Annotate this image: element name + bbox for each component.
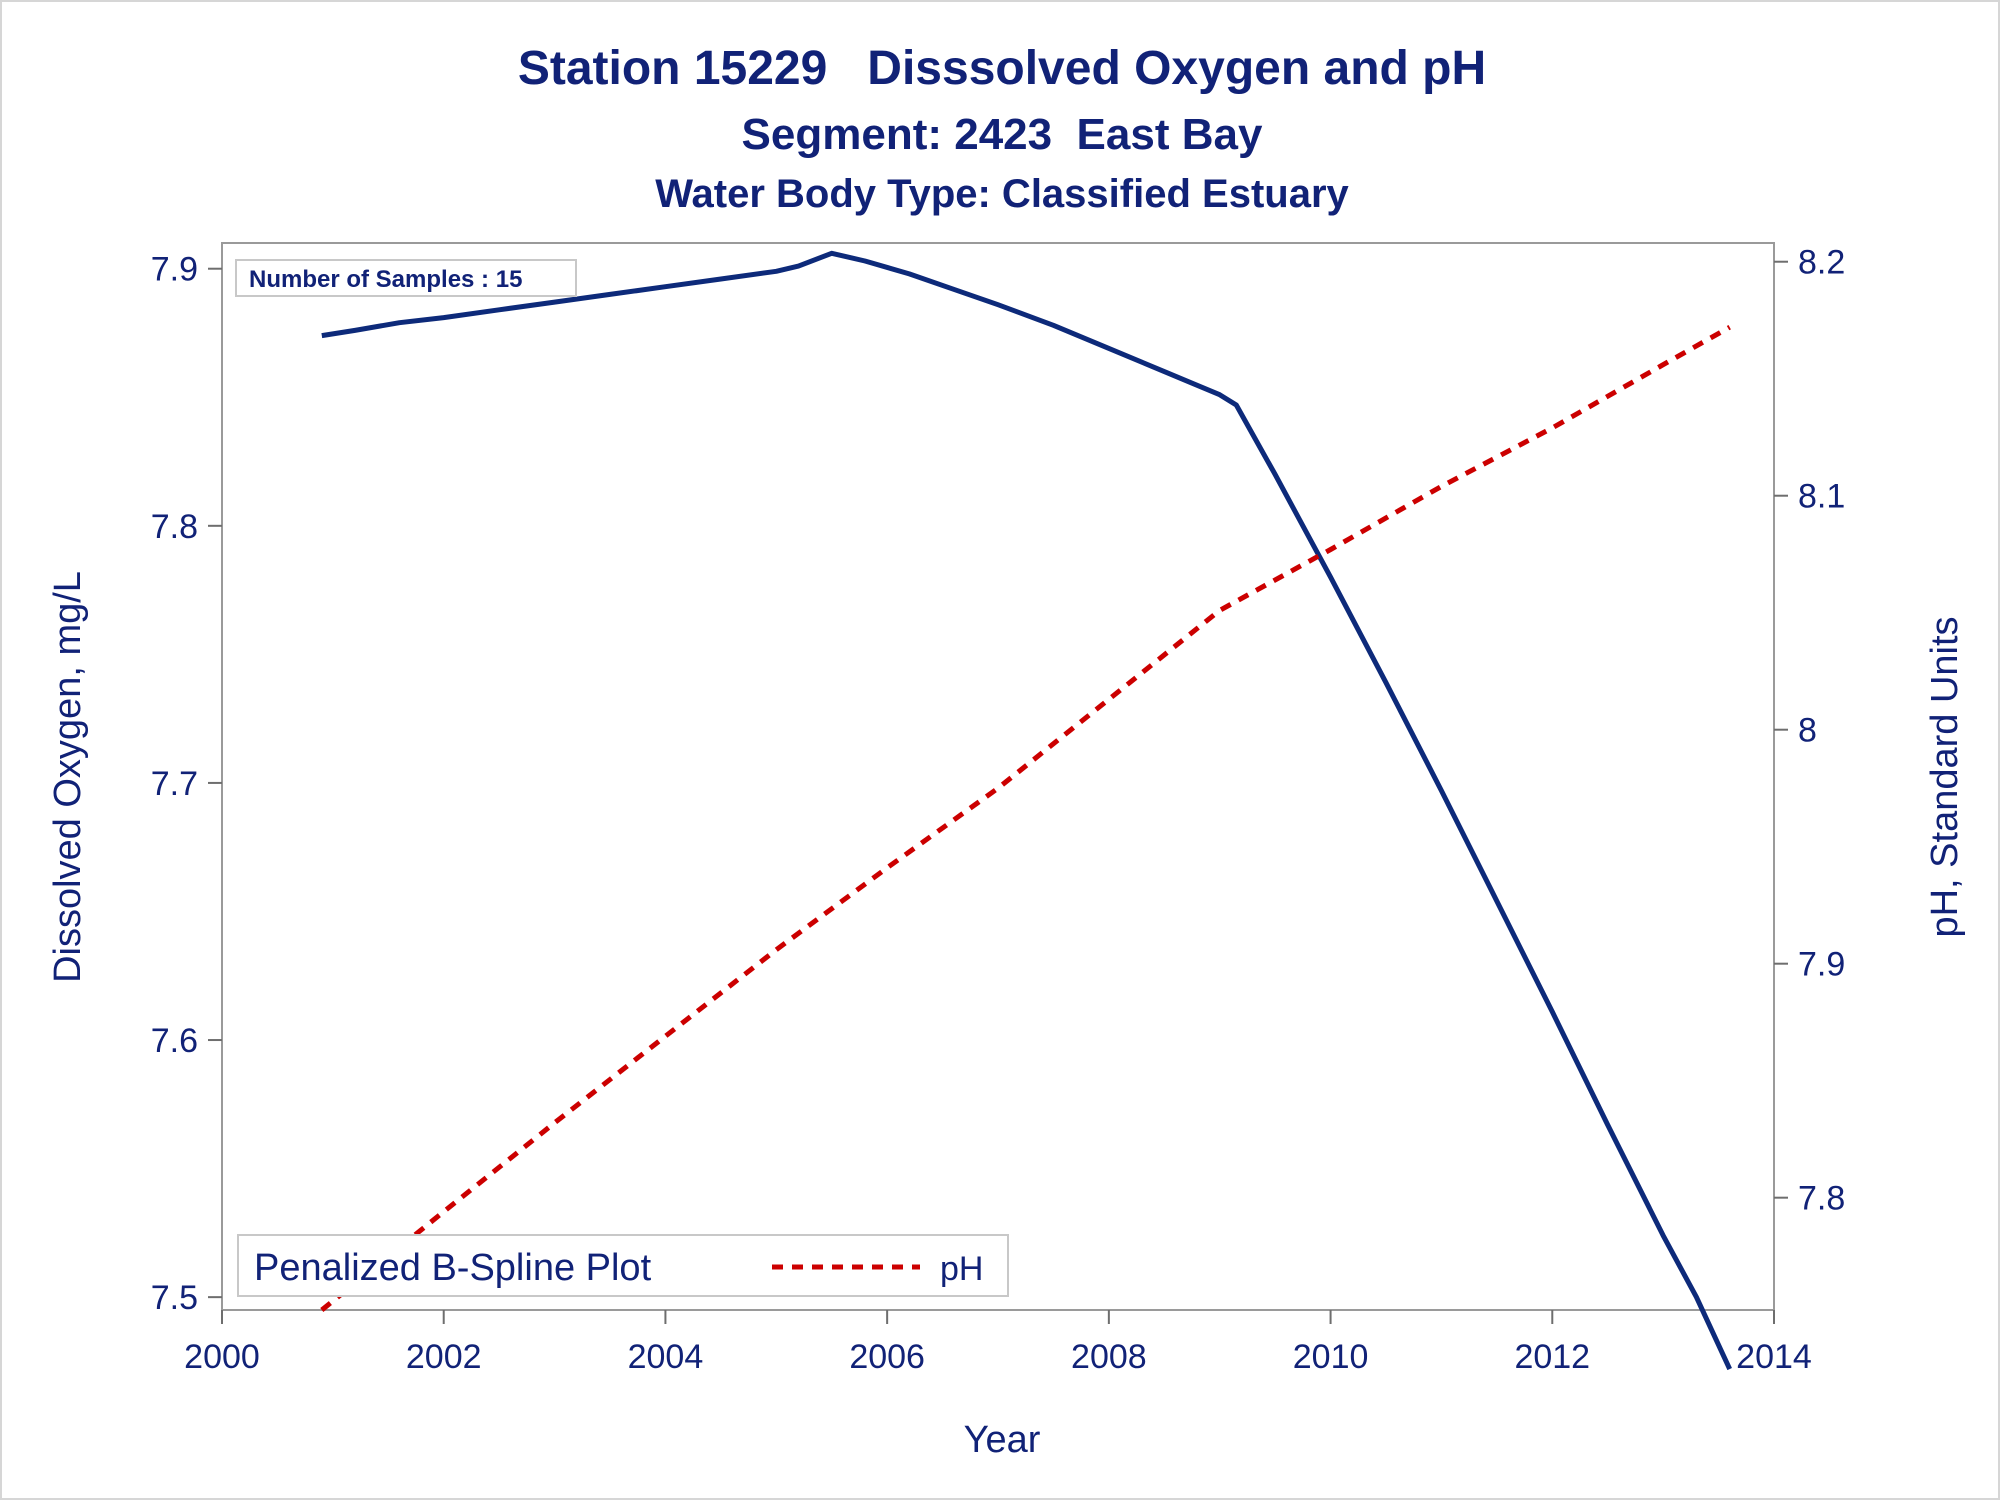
- y2-tick-label: 7.8: [1798, 1180, 1845, 1218]
- x-tick-label: 2014: [1736, 1338, 1812, 1376]
- chart-subtitle: Segment: 2423 East Bay: [742, 110, 1263, 159]
- y-tick-label: 7.7: [151, 765, 198, 803]
- x-axis-label: Year: [964, 1419, 1041, 1461]
- dissolved-oxygen-series-line: [321, 250, 1732, 1371]
- y-tick-label: 7.8: [151, 508, 198, 546]
- ph-series-line: [320, 325, 1731, 1312]
- x-tick-label: 2006: [849, 1338, 925, 1376]
- y2-tick-label: 7.9: [1798, 946, 1845, 984]
- y2-tick-label: 8.2: [1798, 244, 1845, 282]
- x-tick-label: 2002: [406, 1338, 482, 1376]
- legend: Penalized B-Spline Plot pH: [237, 1234, 1009, 1297]
- x-tick-label: 2004: [628, 1338, 704, 1376]
- sample-count-inset: Number of Samples : 15: [235, 259, 577, 297]
- chart-title: Station 15229 Disssolved Oxygen and pH: [518, 42, 1486, 95]
- y-tick-label: 7.5: [151, 1279, 198, 1317]
- axes-layer: 2000 2002 2004 2006 2008 2010 2012 2014 7.5 7.6 7.…: [151, 244, 1846, 1376]
- x-tick-label: 2012: [1514, 1338, 1590, 1376]
- x-tick-label: 2000: [184, 1338, 260, 1376]
- y-tick-label: 7.6: [151, 1022, 198, 1060]
- y2-axis-label: pH, Standard Units: [1924, 616, 1966, 937]
- x-tick-label: 2010: [1293, 1338, 1369, 1376]
- y-axis-label: Dissolved Oxygen, mg/L: [47, 571, 89, 983]
- series-layer: [320, 250, 1732, 1371]
- y-tick-label: 7.9: [151, 251, 198, 289]
- plot-area: [221, 242, 1775, 1311]
- x-tick-label: 2008: [1071, 1338, 1147, 1376]
- y2-tick-label: 8.1: [1798, 478, 1845, 516]
- legend-title: Penalized B-Spline Plot: [254, 1247, 652, 1289]
- sample-count-text: Number of Samples : 15: [249, 266, 522, 293]
- chart-subtitle-2: Water Body Type: Classified Estuary: [655, 172, 1349, 216]
- y2-tick-label: 8: [1798, 712, 1817, 750]
- sample-count-box: [235, 259, 577, 297]
- legend-label-ph: pH: [940, 1250, 983, 1288]
